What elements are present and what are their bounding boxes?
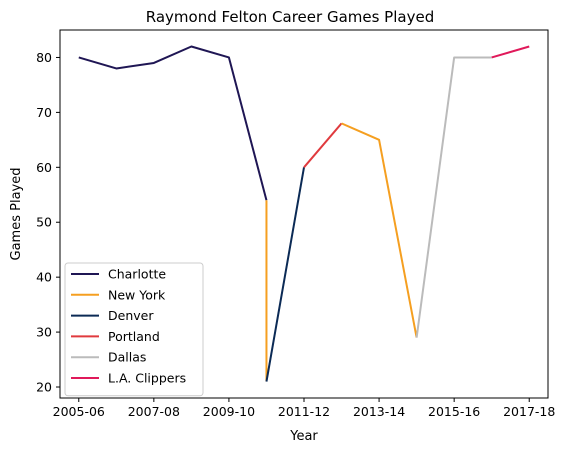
legend-label-portland: Portland xyxy=(108,329,160,344)
legend-label-l-a-clippers: L.A. Clippers xyxy=(108,371,186,386)
x-tick-label: 2017-18 xyxy=(503,404,555,419)
legend-label-charlotte: Charlotte xyxy=(108,267,166,282)
y-tick-label: 30 xyxy=(36,325,52,340)
legend-label-new-york: New York xyxy=(108,287,166,302)
x-tick-label: 2005-06 xyxy=(53,404,105,419)
x-tick-label: 2013-14 xyxy=(353,404,405,419)
x-tick-label: 2015-16 xyxy=(428,404,480,419)
series-line-l-a-clippers xyxy=(492,46,530,57)
series-line-portland xyxy=(304,123,342,167)
y-tick-label: 20 xyxy=(36,380,52,395)
y-tick-label: 40 xyxy=(36,270,52,285)
legend-label-denver: Denver xyxy=(108,308,154,323)
series-line-dallas xyxy=(417,57,492,337)
chart-title: Raymond Felton Career Games Played xyxy=(146,8,434,26)
series-line-new-york-2 xyxy=(342,123,417,337)
y-tick-label: 50 xyxy=(36,215,52,230)
y-tick-label: 60 xyxy=(36,160,52,175)
y-axis-label: Games Played xyxy=(9,168,24,261)
legend: Charlotte New York Denver Portland Dallas L.A… xyxy=(65,263,203,396)
x-tick-label: 2011-12 xyxy=(278,404,330,419)
y-tick-label: 80 xyxy=(36,50,52,65)
series-line-denver xyxy=(266,167,304,381)
y-tick-label: 70 xyxy=(36,105,52,120)
x-axis: 2005-06 2007-08 2009-10 2011-12 2013-14 2015-… xyxy=(53,398,556,419)
legend-label-dallas: Dallas xyxy=(108,350,146,365)
x-tick-label: 2009-10 xyxy=(203,404,255,419)
x-tick-label: 2007-08 xyxy=(128,404,180,419)
series-line-charlotte xyxy=(79,46,267,200)
y-axis: 20 30 40 50 60 70 80 xyxy=(36,50,60,395)
x-axis-label: Year xyxy=(289,429,318,444)
